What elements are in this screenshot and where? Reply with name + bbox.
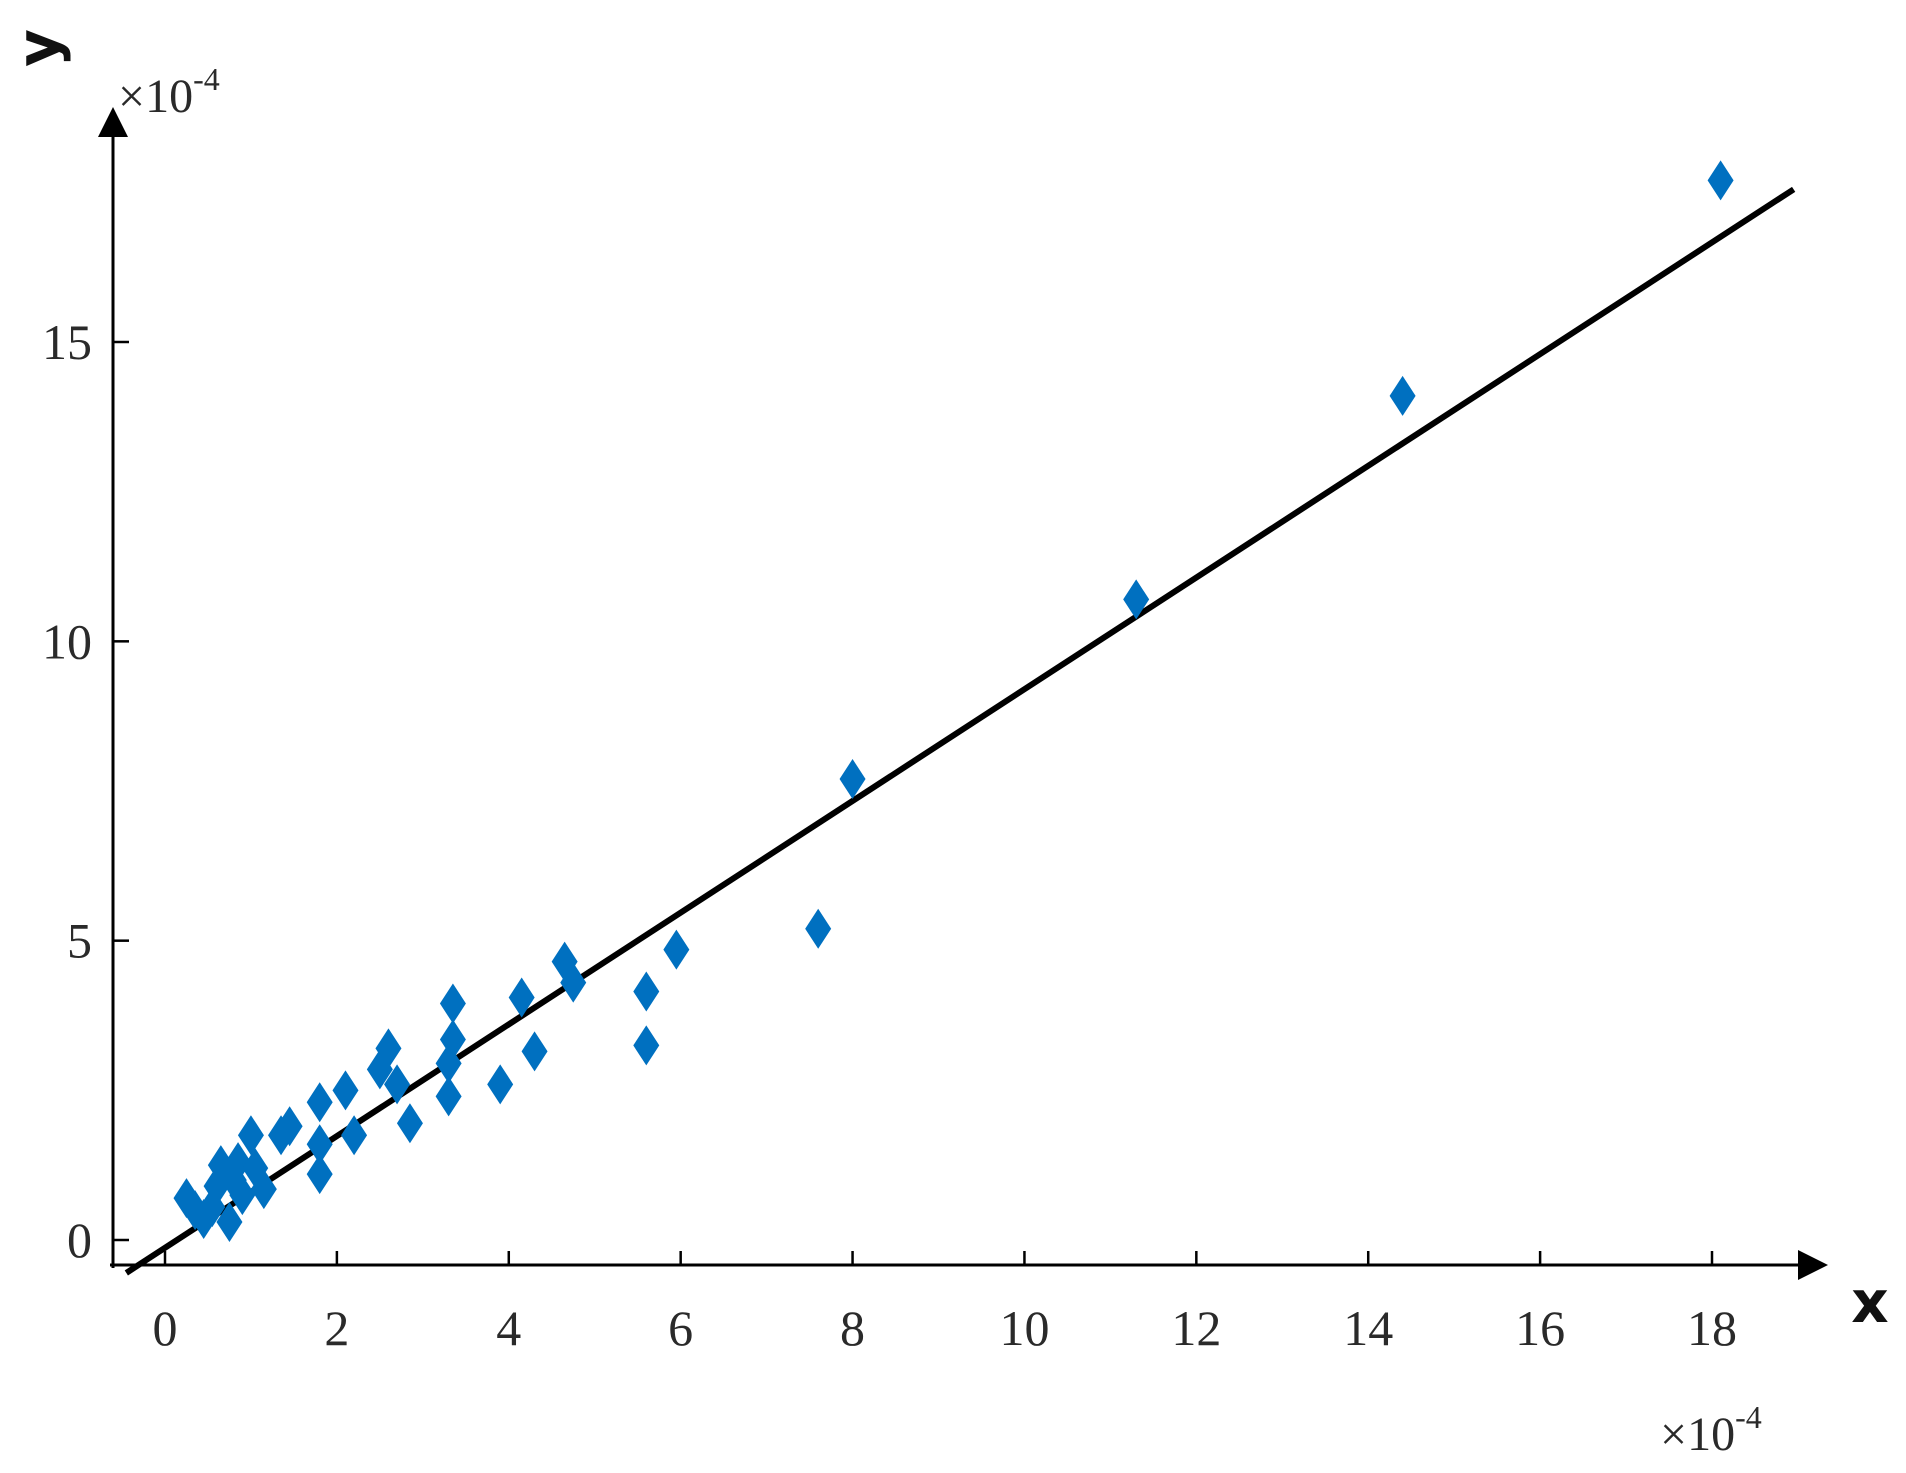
data-point [375,1028,402,1069]
x-axis-label: x [1851,1268,1888,1336]
y-axis-label: y [4,29,72,67]
data-point [1389,375,1416,416]
x-tick-label: 6 [668,1300,693,1356]
x-tick-label: 8 [840,1300,865,1356]
data-point [306,1154,333,1195]
x-tick-label: 18 [1687,1300,1737,1356]
fit-line-layer [124,186,1796,1276]
y-tick-label: 10 [42,613,92,669]
axes [98,107,1828,1280]
x-tick-label: 16 [1515,1300,1565,1356]
data-point [1707,160,1734,201]
data-point [306,1124,333,1165]
data-point [332,1070,359,1111]
data-point [508,977,535,1018]
data-point [341,1115,368,1156]
data-point [276,1106,303,1147]
y-scale-factor: ×10-4 [118,61,220,123]
data-point [384,1064,411,1105]
data-point [521,1031,548,1072]
data-point [237,1115,264,1156]
data-point [1123,579,1150,620]
fit-line [124,186,1796,1276]
x-tick-label: 0 [153,1300,178,1356]
y-tick-label: 5 [67,913,92,969]
x-tick-label: 12 [1171,1300,1221,1356]
data-point [633,971,660,1012]
y-tick-label: 0 [67,1212,92,1268]
data-point [487,1064,514,1105]
x-tick-label: 10 [999,1300,1049,1356]
ticks: 0 2 4 6 8 10 12 14 16 18 0 5 10 15 [42,314,1737,1356]
y-tick-label: 15 [42,314,92,370]
data-points [173,160,1734,1243]
data-point [633,1025,660,1066]
data-point [250,1169,277,1210]
x-tick-label: 14 [1343,1300,1393,1356]
x-tick-label: 4 [496,1300,521,1356]
data-point [663,929,690,970]
data-point [396,1103,423,1144]
data-point [435,1076,462,1117]
data-point [805,908,832,949]
data-point [439,1019,466,1060]
data-point [560,962,587,1003]
x-tick-label: 2 [324,1300,349,1356]
data-point [216,1202,243,1243]
data-point [229,1175,256,1216]
data-point [225,1142,252,1183]
data-point [306,1082,333,1123]
x-scale-factor: ×10-4 [1660,1399,1762,1461]
data-point [839,759,866,800]
data-point [439,983,466,1024]
